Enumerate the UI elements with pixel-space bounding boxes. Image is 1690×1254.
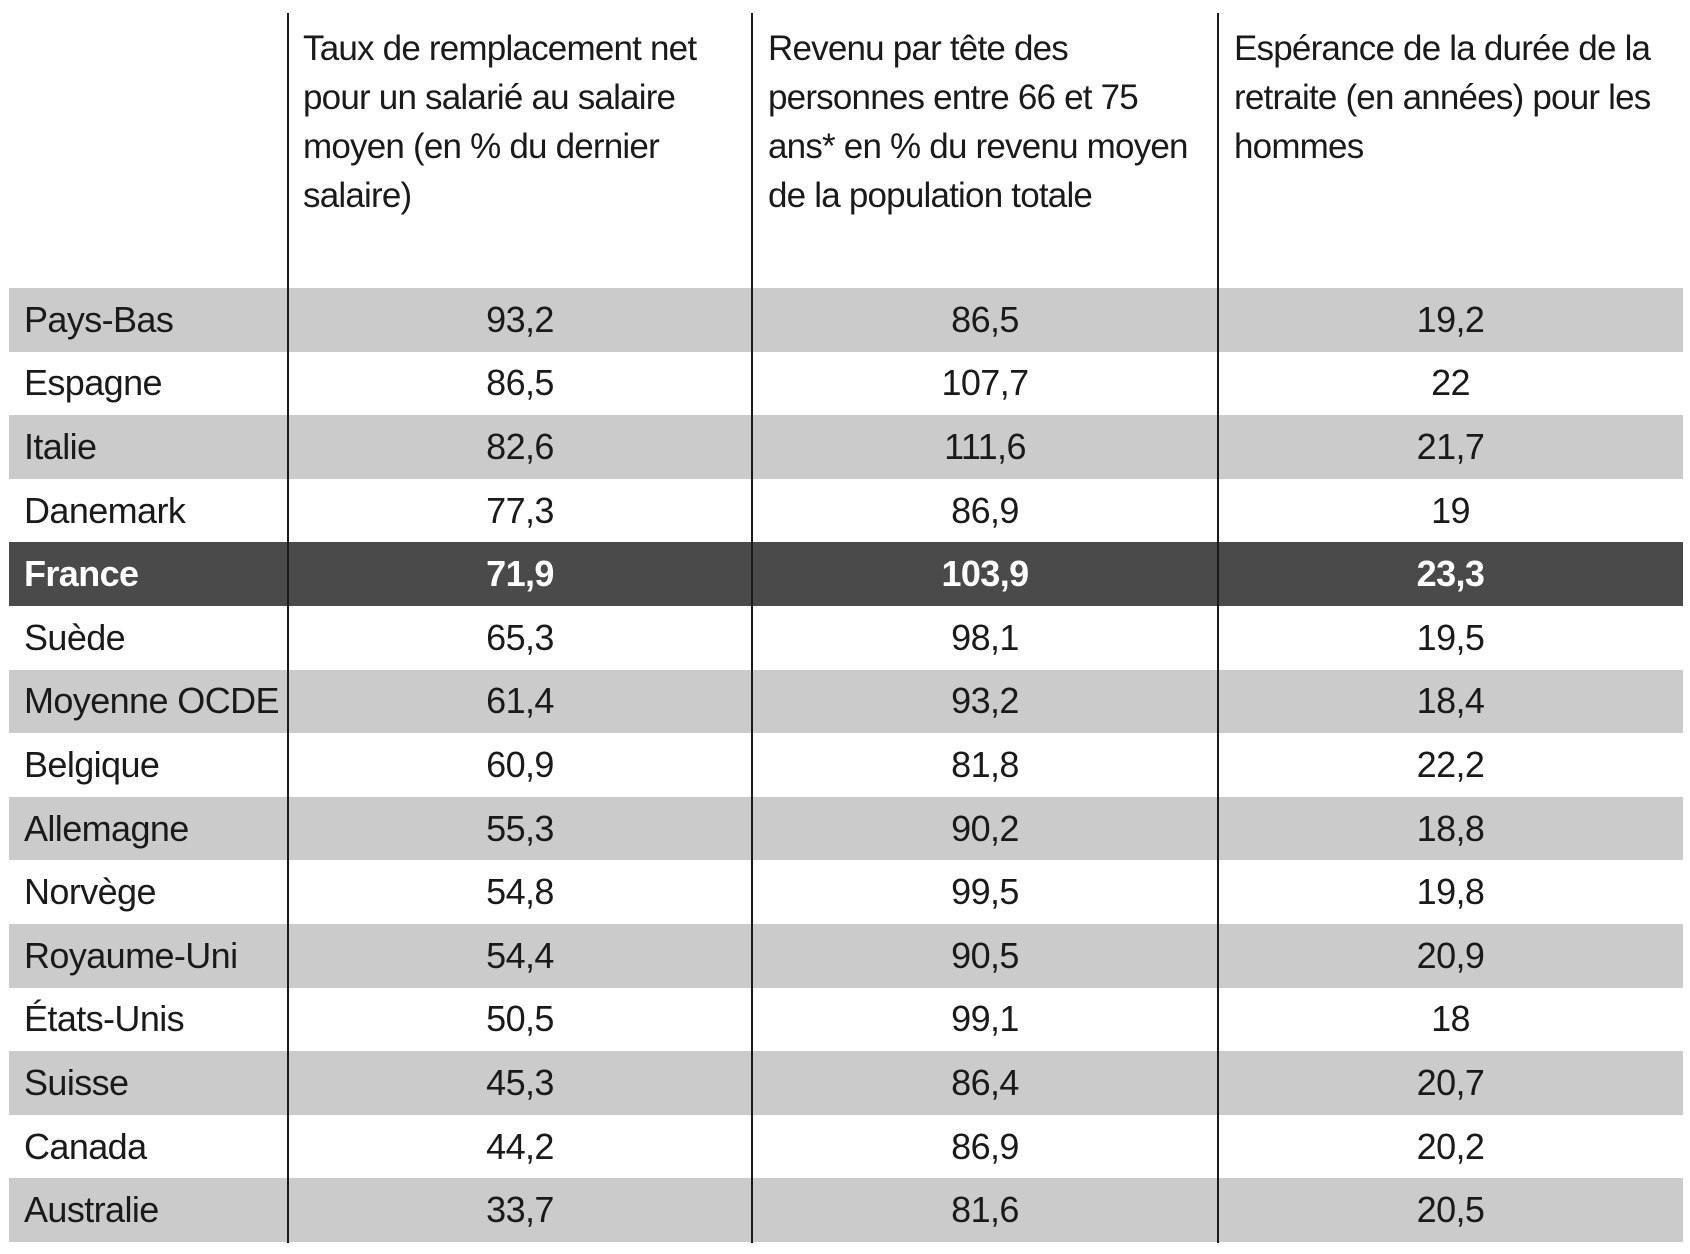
table-row: Allemagne 55,3 90,2 18,8 bbox=[9, 796, 1683, 861]
income-cell: 93,2 bbox=[951, 680, 1019, 722]
retirement-duration-cell: 23,3 bbox=[1416, 553, 1485, 595]
retirement-duration-cell: 20,9 bbox=[1416, 934, 1485, 976]
country-cell: Allemagne bbox=[24, 807, 189, 849]
income-cell: 103,9 bbox=[941, 553, 1029, 595]
country-cell: Norvège bbox=[24, 871, 156, 913]
header-replacement-rate: Taux de remplacement net pour un salarié… bbox=[303, 29, 697, 215]
income-cell: 111,6 bbox=[944, 425, 1026, 467]
income-cell: 86,9 bbox=[951, 489, 1019, 531]
replacement-rate-cell: 54,8 bbox=[486, 871, 554, 913]
income-cell: 107,7 bbox=[941, 362, 1029, 404]
replacement-rate-cell: 86,5 bbox=[486, 362, 554, 404]
retirement-duration-cell: 18,4 bbox=[1416, 680, 1485, 722]
country-cell: Danemark bbox=[24, 489, 186, 531]
table-row: Australie 33,7 81,6 20,5 bbox=[9, 1178, 1683, 1242]
table-row: Belgique 60,9 81,8 22,2 bbox=[9, 733, 1683, 797]
income-cell: 86,5 bbox=[951, 298, 1019, 340]
country-cell: Suède bbox=[24, 616, 126, 658]
replacement-rate-cell: 61,4 bbox=[486, 680, 554, 722]
replacement-rate-cell: 55,3 bbox=[486, 807, 554, 849]
replacement-rate-cell: 82,6 bbox=[486, 425, 554, 467]
income-cell: 99,1 bbox=[951, 998, 1019, 1040]
income-cell: 90,2 bbox=[951, 807, 1019, 849]
table-row: Italie 82,6 111,6 21,7 bbox=[9, 415, 1683, 479]
retirement-duration-cell: 22 bbox=[1431, 362, 1470, 404]
retirement-duration-cell: 22,2 bbox=[1416, 743, 1485, 785]
table-row: Pays-Bas 93,2 86,5 19,2 bbox=[9, 288, 1683, 352]
retirement-duration-cell: 18,8 bbox=[1416, 807, 1485, 849]
table-row: Canada 44,2 86,9 20,2 bbox=[9, 1115, 1683, 1179]
income-cell: 86,9 bbox=[951, 1125, 1019, 1167]
replacement-rate-cell: 33,7 bbox=[486, 1189, 554, 1231]
replacement-rate-cell: 44,2 bbox=[486, 1125, 554, 1167]
replacement-rate-cell: 93,2 bbox=[486, 298, 554, 340]
header-retirement-duration: Espérance de la durée de la retraite (en… bbox=[1234, 29, 1651, 166]
replacement-rate-cell: 65,3 bbox=[486, 616, 554, 658]
retirement-duration-cell: 19,2 bbox=[1416, 298, 1485, 340]
replacement-rate-cell: 54,4 bbox=[486, 934, 554, 976]
country-cell: Royaume-Uni bbox=[24, 934, 238, 976]
table-row: Espagne 86,5 107,7 22 bbox=[9, 352, 1683, 416]
retirement-duration-cell: 19,8 bbox=[1416, 871, 1485, 913]
country-cell: Belgique bbox=[24, 743, 160, 785]
country-cell: Italie bbox=[24, 425, 97, 467]
country-cell: France bbox=[24, 553, 139, 595]
table-row: France 71,9 103,9 23,3 bbox=[9, 542, 1683, 606]
replacement-rate-cell: 71,9 bbox=[486, 553, 554, 595]
table-row: Norvège 54,8 99,5 19,8 bbox=[9, 860, 1683, 924]
country-cell: États-Unis bbox=[24, 998, 185, 1040]
column-divider bbox=[287, 13, 289, 1243]
retirement-duration-cell: 20,7 bbox=[1416, 1061, 1485, 1103]
table-row: Danemark 77,3 86,9 19 bbox=[9, 479, 1683, 543]
column-divider bbox=[751, 13, 753, 1243]
replacement-rate-cell: 50,5 bbox=[486, 998, 554, 1040]
header-income-per-head: Revenu par tête des personnes entre 66 e… bbox=[768, 29, 1189, 215]
country-cell: Pays-Bas bbox=[24, 298, 174, 340]
table-row: Moyenne OCDE 61,4 93,2 18,4 bbox=[9, 669, 1683, 734]
retirement-duration-cell: 18 bbox=[1431, 998, 1470, 1040]
replacement-rate-cell: 77,3 bbox=[486, 489, 554, 531]
table-row: États-Unis 50,5 99,1 18 bbox=[9, 988, 1683, 1052]
income-cell: 90,5 bbox=[951, 934, 1019, 976]
table-row: Suède 65,3 98,1 19,5 bbox=[9, 606, 1683, 670]
country-cell: Suisse bbox=[24, 1061, 129, 1103]
country-cell: Australie bbox=[24, 1189, 159, 1231]
income-cell: 81,8 bbox=[951, 743, 1019, 785]
retirement-duration-cell: 19,5 bbox=[1416, 616, 1485, 658]
column-divider bbox=[1217, 13, 1219, 1243]
income-cell: 81,6 bbox=[951, 1189, 1019, 1231]
country-cell: Canada bbox=[24, 1125, 147, 1167]
replacement-rate-cell: 60,9 bbox=[486, 743, 554, 785]
retirement-duration-cell: 21,7 bbox=[1416, 425, 1485, 467]
retirement-duration-cell: 20,2 bbox=[1416, 1125, 1485, 1167]
country-cell: Moyenne OCDE bbox=[24, 680, 280, 722]
replacement-rate-cell: 45,3 bbox=[486, 1061, 554, 1103]
retirement-duration-cell: 20,5 bbox=[1416, 1189, 1485, 1231]
income-cell: 99,5 bbox=[951, 871, 1019, 913]
table-row: Royaume-Uni 54,4 90,5 20,9 bbox=[9, 924, 1683, 988]
country-cell: Espagne bbox=[24, 362, 163, 404]
income-cell: 98,1 bbox=[951, 616, 1019, 658]
table-row: Suisse 45,3 86,4 20,7 bbox=[9, 1051, 1683, 1115]
retirement-duration-cell: 19 bbox=[1431, 489, 1470, 531]
income-cell: 86,4 bbox=[951, 1061, 1019, 1103]
